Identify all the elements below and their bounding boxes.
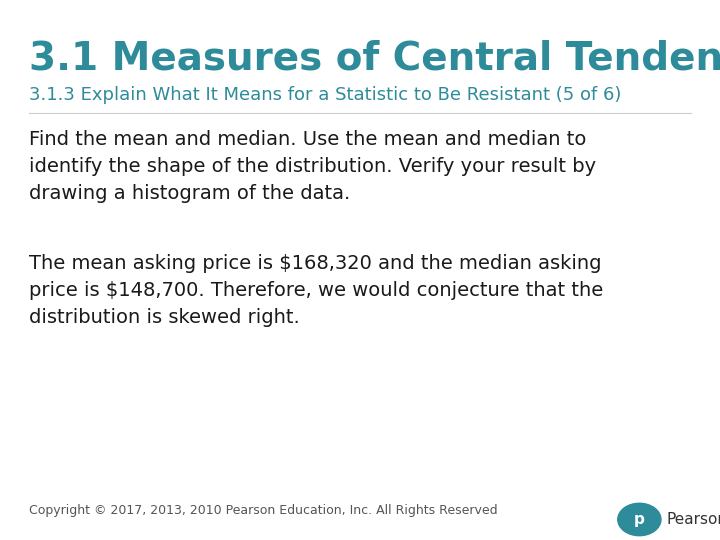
Circle shape [618, 503, 661, 536]
Text: p: p [634, 512, 645, 527]
Text: The mean asking price is $168,320 and the median asking
price is $148,700. There: The mean asking price is $168,320 and th… [29, 254, 603, 327]
Text: Pearson: Pearson [667, 512, 720, 527]
Text: 3.1 Measures of Central Tendency: 3.1 Measures of Central Tendency [29, 40, 720, 78]
Text: Copyright © 2017, 2013, 2010 Pearson Education, Inc. All Rights Reserved: Copyright © 2017, 2013, 2010 Pearson Edu… [29, 504, 498, 517]
Text: Find the mean and median. Use the mean and median to
identify the shape of the d: Find the mean and median. Use the mean a… [29, 130, 596, 203]
Text: 3.1.3 Explain What It Means for a Statistic to Be Resistant (5 of 6): 3.1.3 Explain What It Means for a Statis… [29, 86, 621, 104]
